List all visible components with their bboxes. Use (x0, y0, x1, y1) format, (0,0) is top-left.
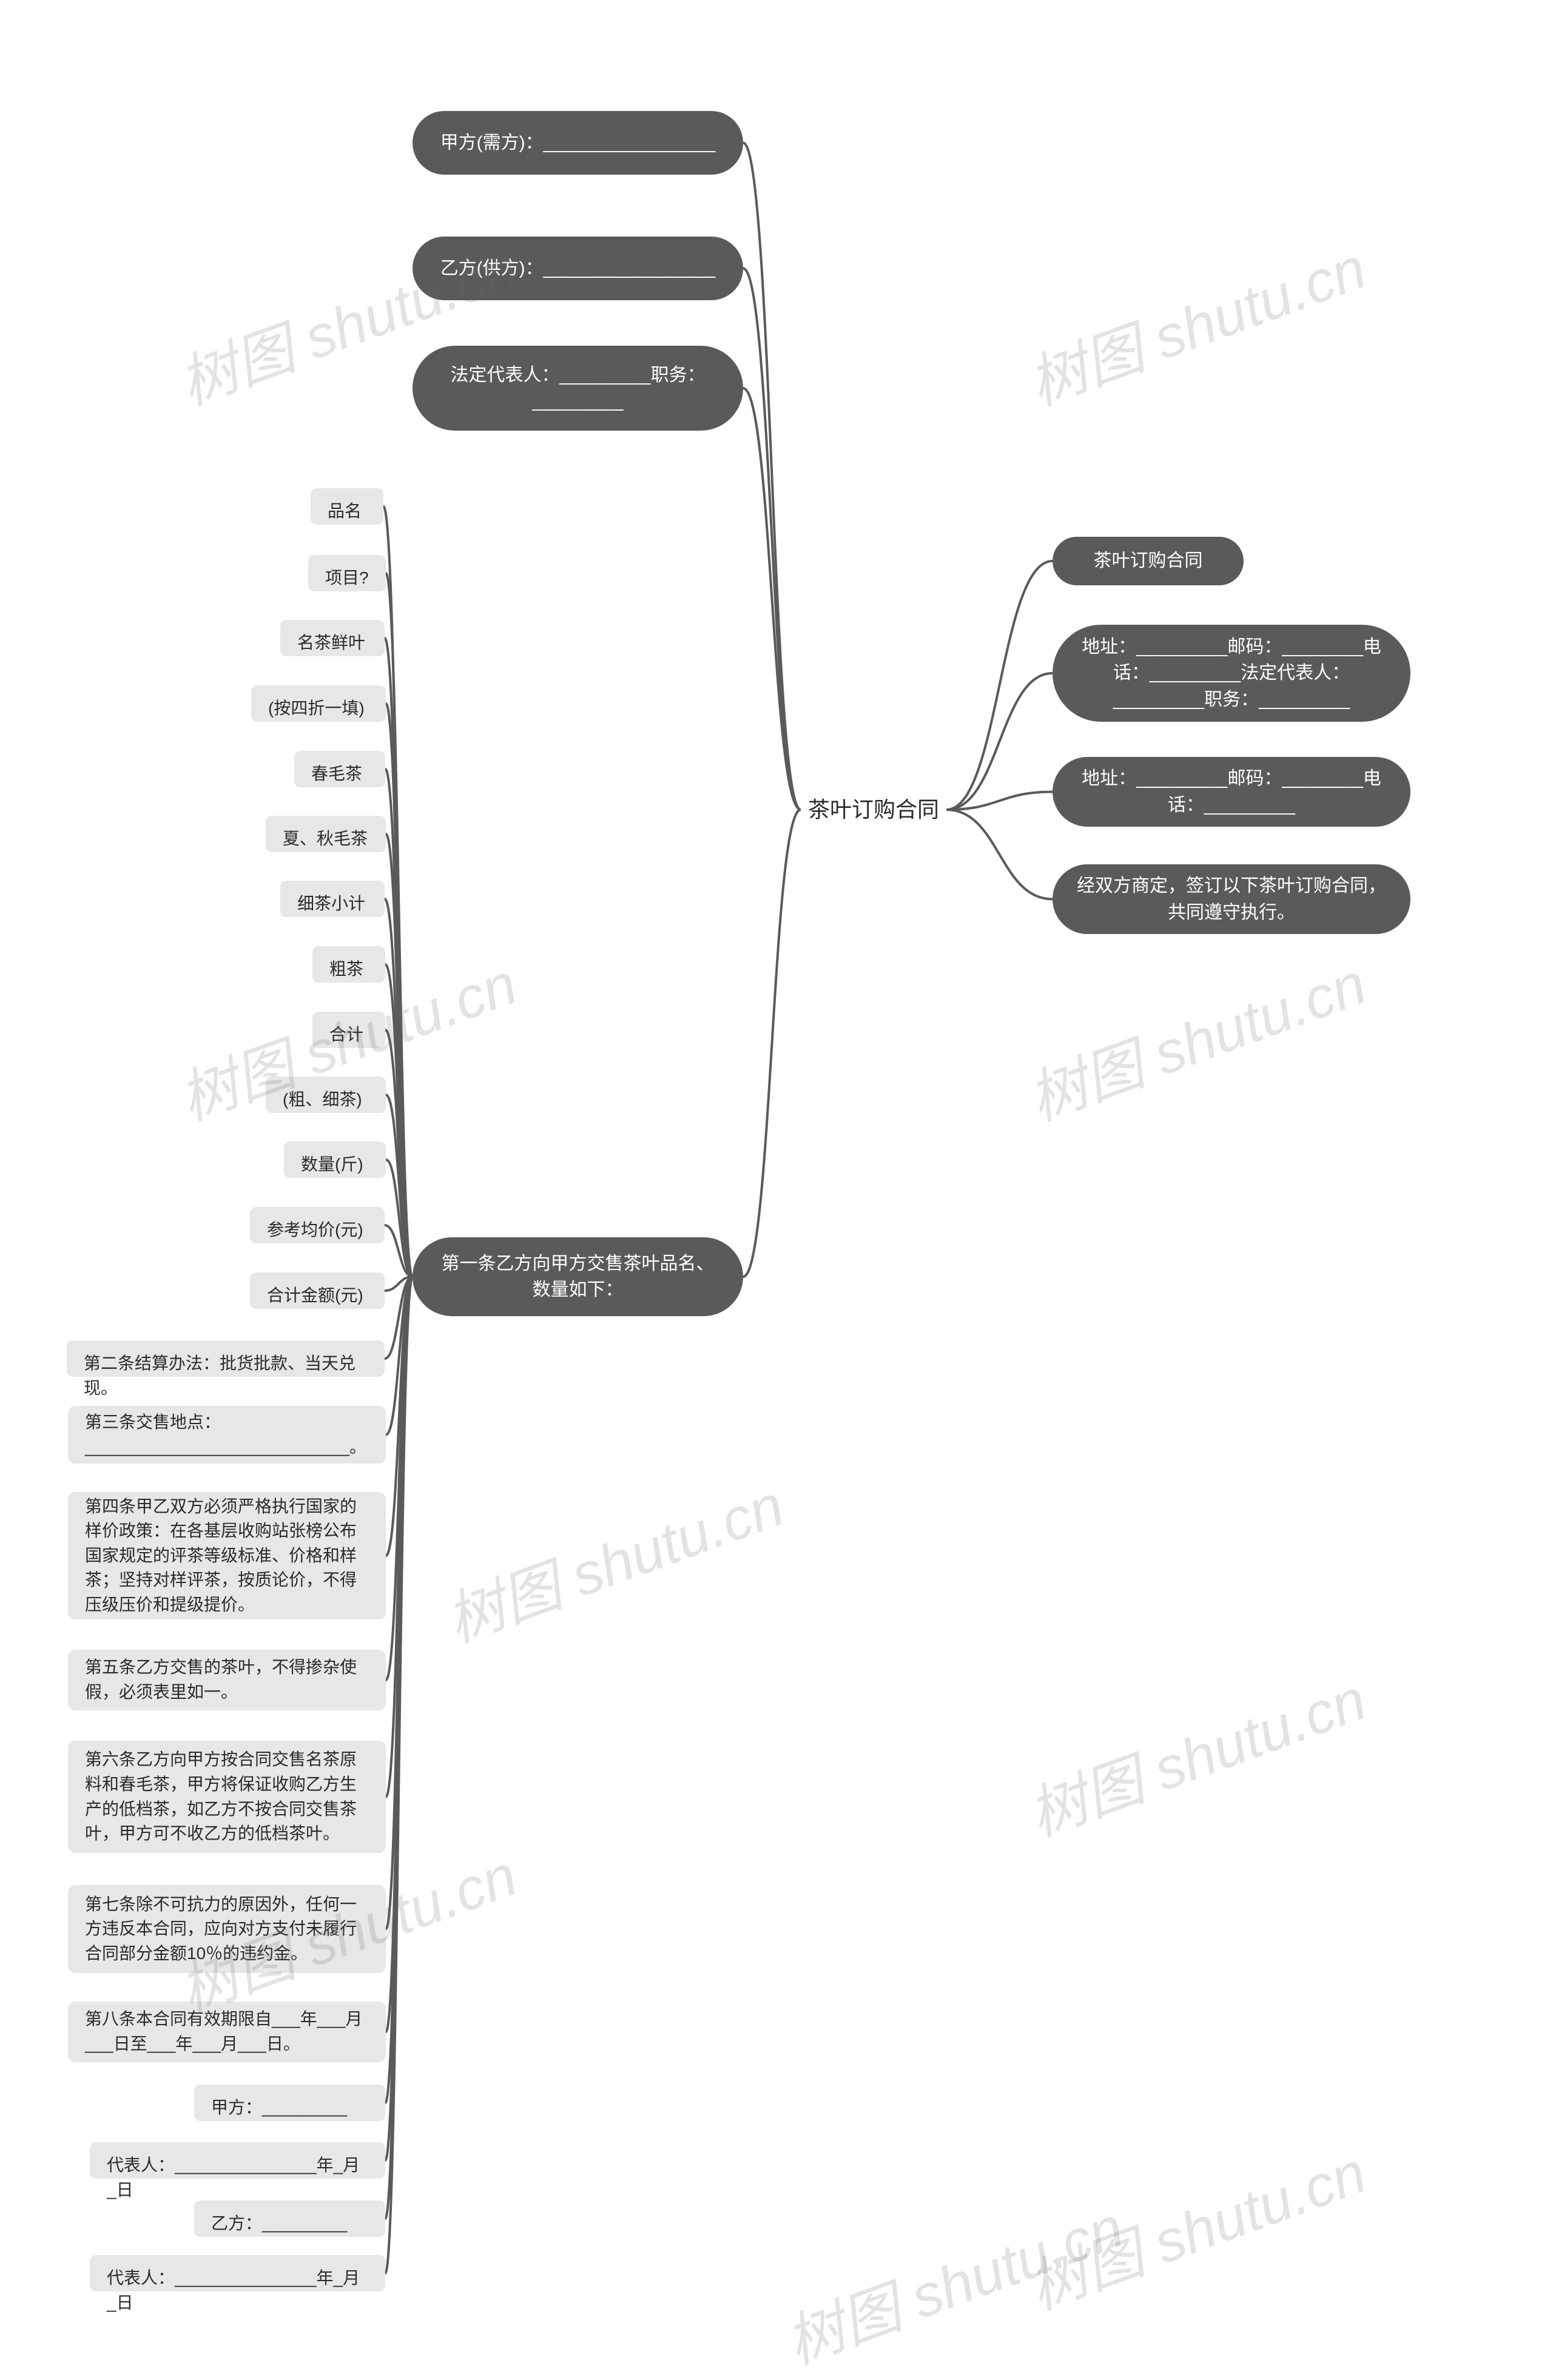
left-main-m3: 法定代表人：_________职务：_________ (413, 346, 743, 431)
leaf-c20: 第八条本合同有效期限自___年___月___日至___年___月___日。 (68, 2002, 386, 2062)
leaf-c19: 第七条除不可抗力的原因外，任何一方违反本合同，应向对方支付未履行合同部分金额10… (68, 1885, 386, 1973)
leaf-c12: 参考均价(元) (250, 1207, 385, 1243)
right-node-r1: 茶叶订购合同 (1053, 537, 1244, 585)
leaf-c9: 合计 (312, 1012, 385, 1048)
leaf-c16: 第四条甲乙双方必须严格执行国家的样价政策：在各基层收购站张榜公布国家规定的评茶等… (68, 1492, 386, 1619)
leaf-c5: 春毛茶 (294, 751, 385, 787)
leaf-c23: 乙方：_________ (194, 2200, 385, 2237)
leaf-c17: 第五条乙方交售的茶叶，不得掺杂使假，必须表里如一。 (68, 1650, 386, 1710)
left-main-m2: 乙方(供方)：_________________ (413, 237, 743, 300)
right-node-r2: 地址：_________邮码：________电话：_________法定代表人… (1053, 625, 1410, 722)
leaf-c15: 第三条交售地点：____________________________。 (68, 1406, 386, 1464)
leaf-c24: 代表人：_______________年_月_日 (90, 2255, 385, 2291)
leaf-c1: 品名 (311, 488, 383, 525)
leaf-c22: 代表人：_______________年_月_日 (90, 2142, 385, 2179)
right-node-r3: 地址：_________邮码：________电话：_________ (1053, 757, 1410, 827)
leaf-c7: 细茶小计 (280, 881, 385, 917)
leaf-c3: 名茶鲜叶 (280, 620, 385, 656)
leaf-c21: 甲方：_________ (194, 2085, 385, 2121)
mindmap-canvas: 茶叶订购合同茶叶订购合同地址：_________邮码：________电话：__… (0, 0, 1553, 2276)
left-main-m1: 甲方(需方)：_________________ (413, 111, 743, 175)
left-main-m4: 第一条乙方向甲方交售茶叶品名、数量如下： (413, 1237, 743, 1316)
right-node-r4: 经双方商定，签订以下茶叶订购合同，共同遵守执行。 (1053, 864, 1410, 934)
leaf-c14: 第二条结算办法：批货批款、当天兑现。 (67, 1340, 385, 1377)
leaf-c8: 粗茶 (312, 946, 385, 983)
leaf-c13: 合计金额(元) (250, 1272, 385, 1309)
root-node: 茶叶订购合同 (801, 795, 946, 825)
leaf-c18: 第六条乙方向甲方按合同交售名茶原料和春毛茶，甲方将保证收购乙方生产的低档茶，如乙… (68, 1741, 386, 1853)
leaf-c6: 夏、秋毛茶 (266, 816, 386, 852)
leaf-c4: (按四折一填) (251, 685, 386, 722)
leaf-c2: 项目? (308, 555, 386, 591)
leaf-c10: (粗、细茶) (266, 1077, 386, 1113)
leaf-c11: 数量(斤) (284, 1141, 386, 1178)
